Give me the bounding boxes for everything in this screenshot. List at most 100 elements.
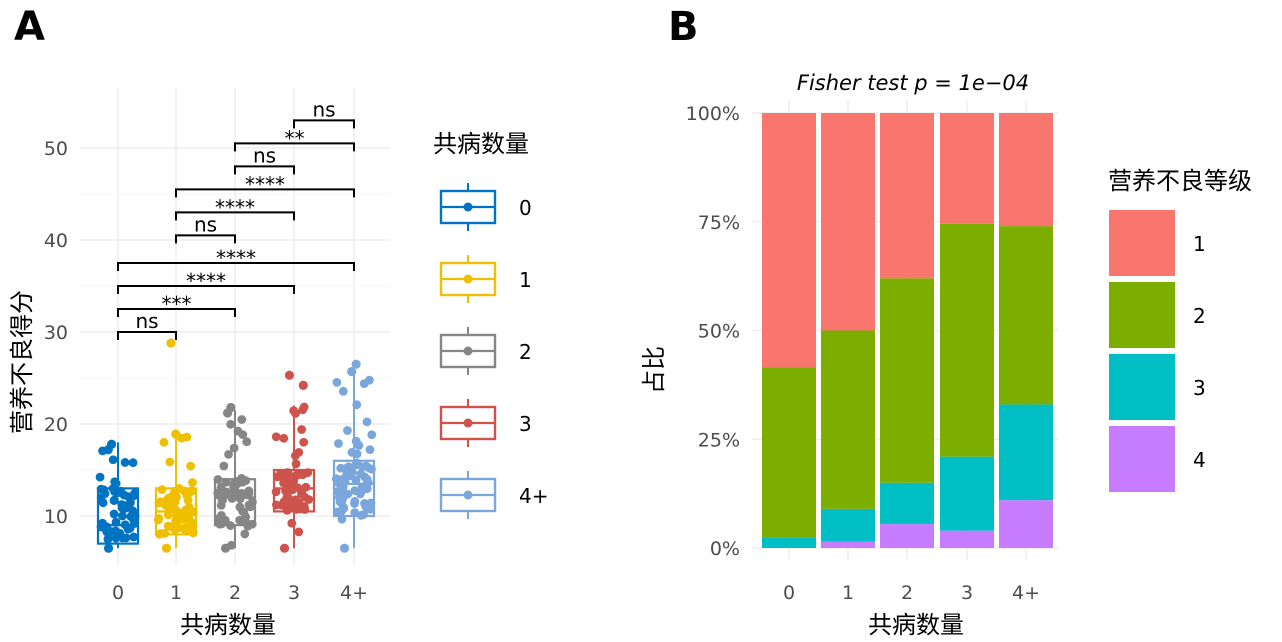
panel-b-tag: B	[668, 4, 699, 50]
data-point	[175, 512, 184, 522]
legend-label: 2	[1193, 304, 1206, 328]
bar-segment-1	[940, 113, 994, 224]
data-point	[291, 459, 301, 469]
y-tick-label: 75%	[698, 212, 740, 234]
data-point	[357, 486, 367, 496]
data-point	[284, 370, 295, 380]
data-point	[96, 493, 106, 503]
data-point	[229, 482, 238, 491]
data-point	[157, 485, 167, 495]
data-point	[129, 491, 139, 501]
data-point	[164, 493, 174, 503]
data-point	[128, 458, 138, 468]
data-point	[215, 490, 225, 500]
data-point	[337, 514, 347, 524]
data-point	[333, 487, 343, 496]
legend-label: 3	[519, 412, 532, 436]
data-point	[357, 462, 367, 472]
x-tick-label: 3	[288, 582, 300, 604]
data-point	[180, 525, 190, 535]
data-point	[362, 417, 372, 427]
significance-label: ns	[253, 143, 276, 167]
significance-label: ****	[216, 246, 256, 270]
data-point	[170, 497, 180, 507]
data-point	[271, 500, 281, 510]
data-point	[237, 415, 247, 424]
data-point	[360, 472, 370, 482]
x-tick-label: 0	[112, 582, 124, 604]
data-point	[120, 520, 130, 530]
x-tick-label: 2	[229, 582, 241, 604]
legend-key-point	[463, 202, 473, 212]
data-point	[351, 436, 361, 446]
data-point	[278, 468, 288, 478]
bar-segment-3	[999, 404, 1053, 501]
legend-key-point	[463, 274, 473, 284]
significance-bracket	[117, 331, 177, 340]
data-point	[186, 517, 196, 527]
legend-key	[1109, 354, 1175, 420]
data-point	[222, 408, 233, 418]
legend-label: 4+	[519, 484, 548, 508]
data-point	[356, 510, 366, 520]
bar-segment-3	[821, 508, 875, 542]
data-point	[279, 497, 289, 507]
data-point	[109, 495, 119, 505]
data-point	[240, 529, 250, 539]
data-point	[363, 504, 372, 514]
legend-label: 2	[519, 340, 532, 364]
data-point	[110, 477, 120, 487]
bar-segment-1	[999, 113, 1053, 227]
legend-key-point	[463, 490, 473, 500]
data-point	[122, 503, 131, 512]
significance-bracket	[175, 234, 236, 244]
data-point	[229, 443, 239, 453]
legend-key-point	[463, 418, 473, 428]
legend-label: 1	[1193, 232, 1206, 256]
bar-segment-1	[762, 113, 816, 368]
bar-segment-3	[762, 537, 816, 548]
data-point	[170, 486, 180, 496]
data-point	[350, 499, 359, 508]
y-axis-title: 占比	[640, 346, 668, 394]
data-point	[347, 366, 357, 377]
bar-segment-4	[999, 500, 1053, 548]
data-point	[282, 505, 292, 515]
data-point	[95, 472, 105, 482]
x-tick-label: 2	[901, 582, 913, 604]
data-point	[188, 478, 197, 487]
bar-segment-2	[940, 223, 994, 457]
data-point	[117, 511, 127, 521]
x-tick-label: 4+	[1012, 582, 1040, 604]
data-point	[159, 437, 169, 447]
y-tick-label: 10	[44, 506, 68, 528]
data-point	[332, 378, 342, 387]
data-point	[120, 458, 130, 467]
data-point	[365, 445, 375, 455]
significance-bracket	[117, 285, 295, 294]
data-point	[279, 433, 289, 443]
significance-label: ***	[162, 292, 192, 316]
data-point	[161, 543, 172, 553]
data-point	[347, 447, 357, 457]
data-point	[220, 543, 231, 553]
legend-key	[1109, 426, 1175, 492]
data-point	[182, 432, 192, 442]
legend-key-point	[463, 346, 473, 356]
panel-b-stacked-bar: 0% 25% 50% 75% 100% 0 1 2 3 4+ 共病数量 占比 Fisher test p…	[640, 71, 1252, 639]
data-point	[359, 379, 369, 389]
data-point	[271, 432, 281, 442]
significance-label: ****	[186, 269, 226, 293]
data-point	[303, 468, 313, 478]
significance-bracket	[175, 211, 295, 221]
bar-segment-4	[940, 530, 994, 548]
data-point	[301, 482, 311, 492]
significance-label: ****	[215, 195, 255, 219]
data-point	[167, 522, 177, 532]
x-axis-title: 共病数量	[180, 611, 276, 639]
data-point	[154, 514, 164, 523]
data-point	[96, 484, 106, 494]
data-point	[165, 457, 175, 467]
data-point	[98, 518, 107, 528]
